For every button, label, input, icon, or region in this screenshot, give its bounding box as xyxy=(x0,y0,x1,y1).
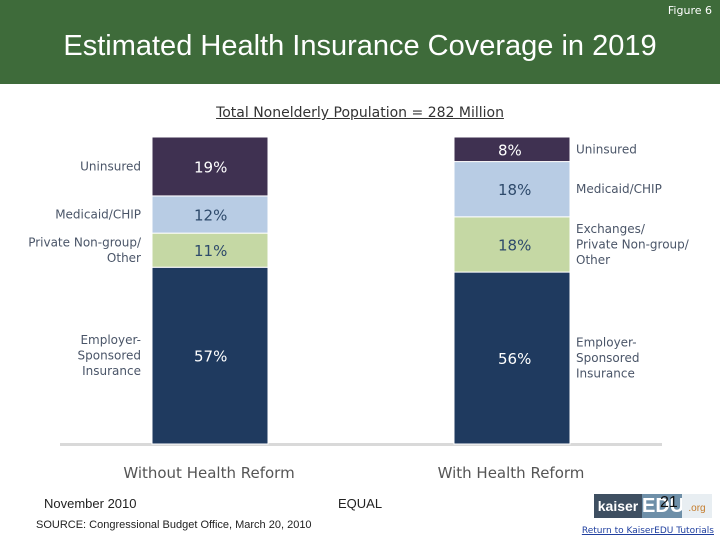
return-link[interactable]: Return to KaiserEDU Tutorials xyxy=(581,526,714,536)
left-label-private-0: Private Non-group/ xyxy=(28,235,142,249)
right-label-private-2: Other xyxy=(576,253,610,267)
data-label-uninsured-0: 19% xyxy=(194,158,227,176)
data-label-medicaid-1: 18% xyxy=(498,181,531,199)
right-label-medicaid-0: Medicaid/CHIP xyxy=(576,182,662,196)
bar-segment-medicaid-1 xyxy=(453,161,571,218)
bar-segment-employer-1 xyxy=(453,271,571,445)
right-label-private-1: Private Non-group/ xyxy=(576,237,690,251)
figure-label: Figure 6 xyxy=(667,4,712,17)
footer-date: November 2010 xyxy=(44,496,137,511)
right-label-employer-2: Insurance xyxy=(576,367,635,381)
page-number: 21 xyxy=(660,494,678,511)
category-label-1: With Health Reform xyxy=(438,464,585,482)
bar-segment-private-1 xyxy=(453,216,571,273)
category-label-0: Without Health Reform xyxy=(123,464,294,482)
left-label-employer-2: Insurance xyxy=(82,364,141,378)
bar-segment-uninsured-1 xyxy=(453,136,571,163)
left-label-employer-1: Sponsored xyxy=(78,349,141,363)
right-label-uninsured-0: Uninsured xyxy=(576,142,637,156)
data-label-medicaid-0: 12% xyxy=(194,207,227,225)
title-banner xyxy=(0,0,720,84)
slide-title: Estimated Health Insurance Coverage in 2… xyxy=(63,30,657,62)
right-label-employer-1: Sponsored xyxy=(576,351,639,365)
data-label-private-1: 18% xyxy=(498,236,531,254)
data-label-private-0: 11% xyxy=(194,242,227,260)
left-label-uninsured-0: Uninsured xyxy=(80,159,141,173)
right-label-private-0: Exchanges/ xyxy=(576,222,646,236)
left-label-employer-0: Employer- xyxy=(80,333,141,347)
right-label-employer-0: Employer- xyxy=(576,336,637,350)
left-label-private-1: Other xyxy=(107,251,141,265)
bar-segment-employer-0 xyxy=(151,266,269,445)
bar-segment-private-0 xyxy=(151,232,269,268)
data-label-uninsured-1: 8% xyxy=(498,141,522,159)
chart-subtitle: Total Nonelderly Population = 282 Millio… xyxy=(216,105,504,121)
left-label-medicaid-0: Medicaid/CHIP xyxy=(55,208,141,222)
footer-equal: EQUAL xyxy=(338,496,383,511)
logo-kaiser-text: kaiser xyxy=(594,494,642,518)
kaiser-edu-logo: kaiser EDU .org xyxy=(594,494,712,518)
logo-edu-text: EDU xyxy=(642,494,685,518)
data-label-employer-0: 57% xyxy=(194,348,227,366)
footer-source: SOURCE: Congressional Budget Office, Mar… xyxy=(36,519,312,531)
data-label-employer-1: 56% xyxy=(498,350,531,368)
logo-org-text: .org xyxy=(682,494,712,518)
bar-segment-uninsured-0 xyxy=(151,136,269,197)
